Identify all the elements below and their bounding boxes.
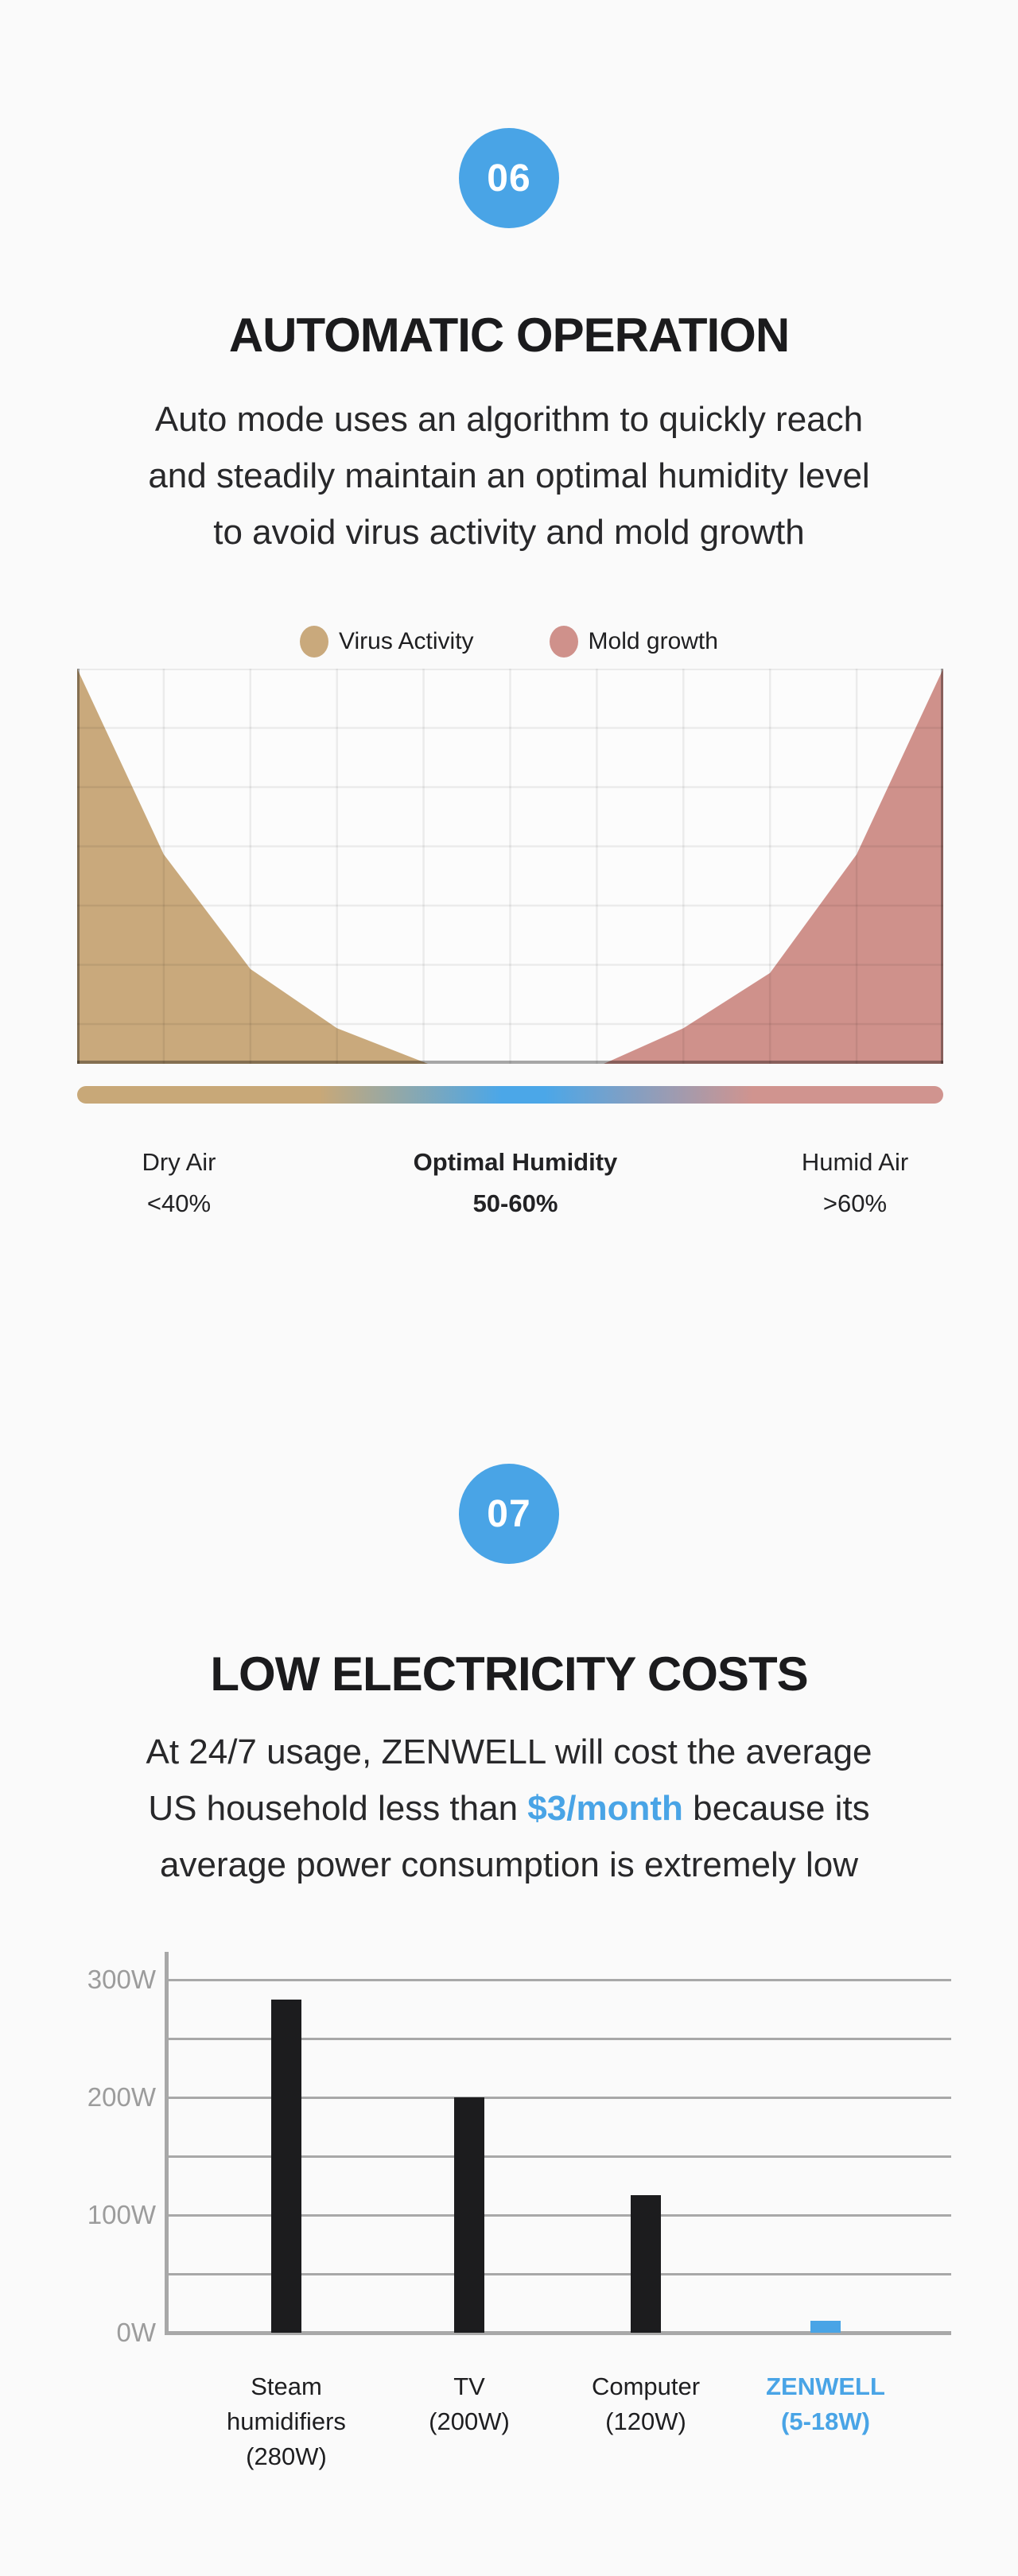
- description-line: to avoid virus activity and mold growth: [213, 513, 805, 552]
- zone-label: Humid Air: [801, 1148, 909, 1176]
- x-axis-label-line: (120W): [605, 2407, 686, 2435]
- grid-line-horizontal: [166, 2038, 951, 2040]
- mold-growth-area: [604, 669, 943, 1064]
- zone-range: >60%: [822, 1189, 888, 1217]
- x-axis-category-label: TV (200W): [350, 2369, 589, 2439]
- legend-item-mold-growth: Mold growth: [549, 626, 718, 658]
- badge-number: 06: [487, 157, 531, 200]
- x-axis-label-line: (200W): [429, 2407, 510, 2435]
- legend-item-virus-activity: Virus Activity: [300, 626, 474, 658]
- grid-line-horizontal: [166, 2155, 951, 2158]
- x-axis-category-label: Steam humidifiers (280W): [167, 2369, 406, 2474]
- x-axis-category-label: Computer (120W): [526, 2369, 765, 2439]
- y-axis-label: 0W: [116, 2318, 157, 2347]
- section-description: At 24/7 usage, ZENWELL will cost the ave…: [0, 1724, 1018, 1893]
- y-axis-label: 100W: [87, 2200, 156, 2229]
- description-line: Auto mode uses an algorithm to quickly r…: [154, 400, 864, 439]
- y-axis-line: [165, 1952, 169, 2335]
- section-description: Auto mode uses an algorithm to quickly r…: [0, 391, 1018, 561]
- section-number-badge-07: 07: [459, 1464, 559, 1564]
- section-title-low-electricity-costs: LOW ELECTRICITY COSTS: [210, 1647, 808, 1701]
- description-text: because its: [682, 1789, 870, 1828]
- x-axis-line: [166, 2331, 951, 2335]
- zone-humid-air: Humid Air >60%: [720, 1142, 990, 1224]
- x-axis-label-line: ZENWELL: [766, 2372, 885, 2400]
- x-axis-category-label: ZENWELL (5-18W): [706, 2369, 945, 2439]
- section-number-badge-06: 06: [459, 128, 559, 228]
- zone-range: 50-60%: [472, 1189, 558, 1217]
- chart-legend: Virus Activity Mold growth: [0, 624, 1018, 659]
- x-axis-label-line: Steam: [251, 2372, 322, 2400]
- badge-number: 07: [487, 1492, 531, 1535]
- y-axis-label: 200W: [87, 2082, 156, 2112]
- legend-label: Mold growth: [588, 628, 718, 654]
- grid-line-horizontal: [166, 1979, 951, 1981]
- description-line: and steadily maintain an optimal humidit…: [148, 456, 870, 495]
- virus-activity-swatch-icon: [300, 626, 329, 658]
- zone-dry-air: Dry Air <40%: [44, 1142, 314, 1224]
- description-line: At 24/7 usage, ZENWELL will cost the ave…: [146, 1732, 872, 1771]
- description-text: US household less than: [148, 1789, 528, 1828]
- legend-label: Virus Activity: [339, 628, 474, 654]
- grid-line-horizontal: [166, 2214, 951, 2217]
- zone-range: <40%: [146, 1189, 212, 1217]
- section-title-automatic-operation: AUTOMATIC OPERATION: [228, 308, 790, 363]
- bar: [454, 2097, 484, 2333]
- description-line: average power consumption is extremely l…: [160, 1845, 858, 1884]
- zone-label: Optimal Humidity: [413, 1148, 618, 1176]
- x-axis-label-line: (280W): [246, 2442, 327, 2470]
- virus-activity-area: [77, 669, 429, 1064]
- grid-line-horizontal: [166, 2097, 951, 2099]
- humidity-gradient-bar: [77, 1086, 943, 1104]
- x-axis-label-line: Computer: [591, 2372, 701, 2400]
- x-axis-label-line: humidifiers: [227, 2407, 346, 2435]
- bar-zenwell: [810, 2321, 841, 2333]
- x-axis-label-line: (5-18W): [781, 2407, 870, 2435]
- zone-optimal-humidity: Optimal Humidity 50-60%: [380, 1142, 651, 1224]
- bar: [631, 2195, 661, 2333]
- y-axis-label: 300W: [87, 1965, 156, 1994]
- humidity-area-chart: [77, 669, 943, 1064]
- zone-label: Dry Air: [142, 1148, 216, 1176]
- mold-growth-swatch-icon: [549, 626, 578, 658]
- bar: [271, 2000, 301, 2333]
- cost-highlight: $3/month: [527, 1789, 683, 1828]
- description-line: US household less than $3/month because …: [0, 1780, 1018, 1837]
- grid-line-horizontal: [166, 2273, 951, 2275]
- x-axis-label-line: TV: [453, 2372, 485, 2400]
